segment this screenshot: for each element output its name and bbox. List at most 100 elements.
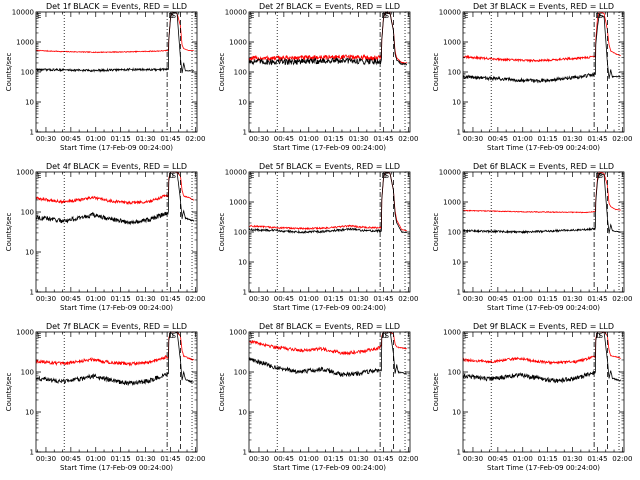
- x-axis-label: Start Time (17-Feb-09 00:24:00): [60, 464, 173, 472]
- x-tick-label: 02:00: [185, 455, 205, 463]
- y-tick-label: 1000: [229, 329, 247, 337]
- x-tick-label: 00:30: [36, 135, 56, 143]
- x-tick-label: 00:30: [463, 135, 483, 143]
- x-tick-label: 01:45: [160, 295, 180, 303]
- y-tick-label: 1: [243, 129, 247, 137]
- panel-title: Det 3f BLACK = Events, RED = LLD: [473, 2, 614, 11]
- x-axis-label: Start Time (17-Feb-09 00:24:00): [487, 464, 600, 472]
- marker-letter: S: [171, 172, 176, 180]
- marker-letter: D: [381, 332, 386, 340]
- x-tick-label: 01:45: [587, 455, 607, 463]
- x-tick-label: 01:45: [160, 135, 180, 143]
- y-axis-label: Counts/sec: [218, 373, 226, 412]
- events-series-line: [248, 331, 407, 378]
- x-tick-label: 01:45: [160, 455, 180, 463]
- corner-letter: E: [464, 172, 468, 180]
- x-tick-label: 01:15: [324, 455, 344, 463]
- marker-letter: D: [595, 12, 600, 20]
- y-tick-label: 10000: [225, 9, 247, 17]
- y-tick-label: 100: [448, 229, 461, 237]
- corner-letter: E: [37, 172, 41, 180]
- y-tick-label: 100: [448, 69, 461, 77]
- y-tick-label: 10000: [439, 9, 461, 17]
- x-tick-label: 00:30: [463, 295, 483, 303]
- corner-letter: E: [37, 12, 41, 20]
- corner-letter: E: [37, 332, 41, 340]
- x-axis-label: Start Time (17-Feb-09 00:24:00): [60, 304, 173, 312]
- y-tick-label: 100: [234, 229, 247, 237]
- y-axis-label: Counts/sec: [432, 213, 440, 252]
- marker-letter: D: [381, 12, 386, 20]
- y-axis-label: Counts/sec: [432, 53, 440, 92]
- y-axis-label: Counts/sec: [218, 213, 226, 252]
- y-tick-label: 100: [21, 69, 34, 77]
- events-series-line: [35, 11, 194, 74]
- marker-letter: D: [168, 172, 173, 180]
- y-tick-label: 1000: [229, 199, 247, 207]
- y-axis-label: Counts/sec: [5, 213, 13, 252]
- x-tick-label: 01:30: [348, 455, 368, 463]
- y-tick-label: 10000: [225, 169, 247, 177]
- y-tick-label: 1: [30, 449, 34, 457]
- panel-title: Det 7f BLACK = Events, RED = LLD: [46, 322, 187, 331]
- y-tick-label: 1: [30, 289, 34, 297]
- corner-letter: E: [464, 12, 468, 20]
- marker-letter: S: [598, 12, 603, 20]
- marker-letter: D: [595, 172, 600, 180]
- y-tick-label: 10: [452, 99, 461, 107]
- panel-title: Det 4f BLACK = Events, RED = LLD: [46, 162, 187, 171]
- x-tick-label: 02:00: [398, 135, 418, 143]
- x-tick-label: 01:30: [562, 295, 582, 303]
- plot-frame: [35, 171, 198, 293]
- x-tick-label: 00:45: [61, 295, 81, 303]
- x-tick-label: 02:00: [398, 455, 418, 463]
- y-tick-label: 10: [25, 99, 34, 107]
- marker-letter: D: [168, 332, 173, 340]
- x-tick-label: 00:45: [488, 455, 508, 463]
- y-tick-label: 100: [234, 69, 247, 77]
- x-tick-label: 00:30: [36, 455, 56, 463]
- marker-letter: S: [384, 332, 389, 340]
- corner-letter: E: [250, 12, 254, 20]
- y-tick-label: 100: [234, 369, 247, 377]
- x-tick-label: 02:00: [185, 295, 205, 303]
- y-tick-label: 100: [448, 369, 461, 377]
- y-tick-label: 1000: [443, 329, 461, 337]
- x-tick-label: 01:45: [373, 295, 393, 303]
- x-tick-label: 00:30: [249, 295, 269, 303]
- y-tick-label: 1: [457, 289, 461, 297]
- x-tick-label: 00:30: [463, 455, 483, 463]
- x-tick-label: 02:00: [398, 295, 418, 303]
- y-tick-label: 1000: [16, 329, 34, 337]
- x-tick-label: 00:45: [274, 455, 294, 463]
- y-tick-label: 1000: [443, 199, 461, 207]
- x-axis-label: Start Time (17-Feb-09 00:24:00): [487, 144, 600, 152]
- y-tick-label: 10: [452, 409, 461, 417]
- y-tick-label: 1: [243, 449, 247, 457]
- x-tick-label: 02:00: [185, 135, 205, 143]
- marker-letter: D: [381, 172, 386, 180]
- plot-frame: [35, 331, 198, 453]
- events-series-line: [248, 171, 407, 235]
- panel-title: Det 2f BLACK = Events, RED = LLD: [259, 2, 400, 11]
- x-tick-label: 01:30: [562, 455, 582, 463]
- corner-letter: E: [464, 332, 468, 340]
- marker-letter: S: [171, 332, 176, 340]
- x-tick-label: 00:30: [36, 295, 56, 303]
- plot-frame: [462, 11, 625, 133]
- marker-letter: S: [598, 172, 603, 180]
- corner-letter: E: [250, 172, 254, 180]
- x-tick-label: 00:45: [488, 135, 508, 143]
- x-tick-label: 00:45: [488, 295, 508, 303]
- x-tick-label: 02:00: [612, 295, 632, 303]
- y-tick-label: 10: [452, 259, 461, 267]
- x-tick-label: 01:00: [299, 135, 319, 143]
